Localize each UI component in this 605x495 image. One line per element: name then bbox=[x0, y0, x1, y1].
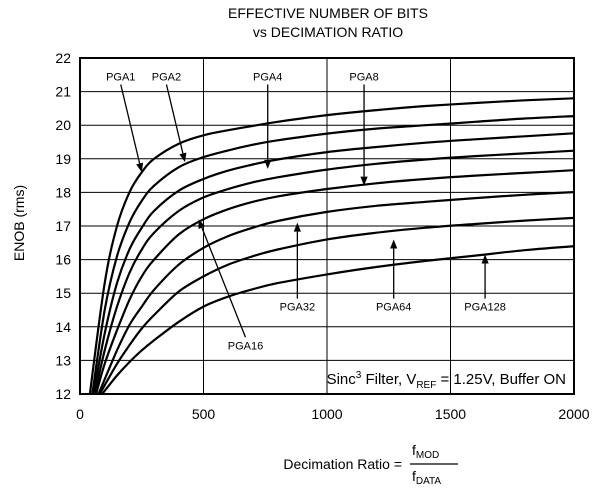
grid bbox=[80, 58, 574, 394]
series-label-pga32: PGA32 bbox=[280, 302, 315, 314]
series-label-pga64: PGA64 bbox=[376, 302, 411, 314]
series-label-arrowhead bbox=[293, 222, 301, 232]
series-label-arrowhead bbox=[481, 254, 489, 264]
series-line-pga1 bbox=[88, 97, 575, 395]
series-line-pga64 bbox=[98, 216, 575, 395]
x-tick-labels: 0 500 1000 1500 2000 bbox=[76, 406, 590, 422]
series-label-leader bbox=[165, 84, 184, 154]
series-line-pga32 bbox=[97, 191, 575, 395]
series-label-arrowhead bbox=[360, 176, 368, 186]
series-label-arrowhead bbox=[136, 162, 144, 173]
y-tick-label: 22 bbox=[55, 50, 71, 66]
y-tick-label: 20 bbox=[55, 117, 71, 133]
series-label-arrowhead bbox=[179, 152, 187, 163]
y-tick-labels: 12 13 14 15 16 17 18 19 20 21 22 bbox=[55, 50, 71, 402]
y-tick-label: 12 bbox=[55, 386, 71, 402]
x-tick-label: 0 bbox=[76, 406, 84, 422]
y-tick-label: 21 bbox=[55, 84, 71, 100]
series-line-pga128 bbox=[101, 245, 575, 395]
series-label-arrowhead bbox=[198, 219, 206, 229]
series-label-pga2: PGA2 bbox=[152, 71, 181, 83]
x-tick-label: 1000 bbox=[311, 406, 342, 422]
x-axis-label-denominator: fDATA bbox=[412, 468, 441, 487]
series-line-pga16 bbox=[95, 169, 575, 395]
series-label-pga8: PGA8 bbox=[349, 71, 378, 83]
x-axis-label-prefix: Decimation Ratio = bbox=[283, 456, 402, 472]
x-tick-label: 500 bbox=[192, 406, 216, 422]
series-label-pga1: PGA1 bbox=[106, 71, 135, 83]
series-label-leader bbox=[201, 227, 247, 338]
y-tick-label: 18 bbox=[55, 184, 71, 200]
series-label-arrowhead bbox=[264, 159, 272, 169]
chart-title: EFFECTIVE NUMBER OF BITS bbox=[228, 5, 428, 21]
plot-frame bbox=[79, 57, 575, 395]
y-tick-label: 15 bbox=[55, 285, 71, 301]
y-tick-label: 16 bbox=[55, 252, 71, 268]
y-tick-label: 17 bbox=[55, 218, 71, 234]
chart-subtitle: vs DECIMATION RATIO bbox=[253, 24, 403, 40]
series-line-pga2 bbox=[91, 115, 575, 395]
series-labels: PGA1 PGA2 PGA4 PGA8 PGA16 PGA32 PGA64 PGA128 bbox=[106, 71, 506, 352]
y-tick-label: 13 bbox=[55, 352, 71, 368]
y-tick-label: 14 bbox=[55, 319, 71, 335]
series-label-arrowhead bbox=[390, 239, 398, 249]
x-axis-label-numerator: fMOD bbox=[412, 442, 439, 461]
filter-annotation: Sinc3 Filter, VREF = 1.25V, Buffer ON bbox=[327, 370, 566, 391]
series-line-pga8 bbox=[93, 149, 575, 395]
y-tick-label: 19 bbox=[55, 151, 71, 167]
series-line-pga4 bbox=[92, 132, 575, 395]
x-tick-label: 1500 bbox=[435, 406, 466, 422]
title-group: EFFECTIVE NUMBER OF BITS vs DECIMATION R… bbox=[228, 5, 428, 40]
series-label-pga128: PGA128 bbox=[464, 302, 506, 314]
series-label-leader bbox=[120, 84, 141, 164]
x-tick-label: 2000 bbox=[558, 406, 589, 422]
y-axis-label: ENOB (rms) bbox=[11, 185, 27, 261]
x-axis-label: Decimation Ratio = fMOD fDATA bbox=[283, 442, 458, 487]
series-lines bbox=[88, 97, 575, 395]
series-label-pga4: PGA4 bbox=[253, 71, 282, 83]
series-label-pga16: PGA16 bbox=[228, 340, 263, 352]
